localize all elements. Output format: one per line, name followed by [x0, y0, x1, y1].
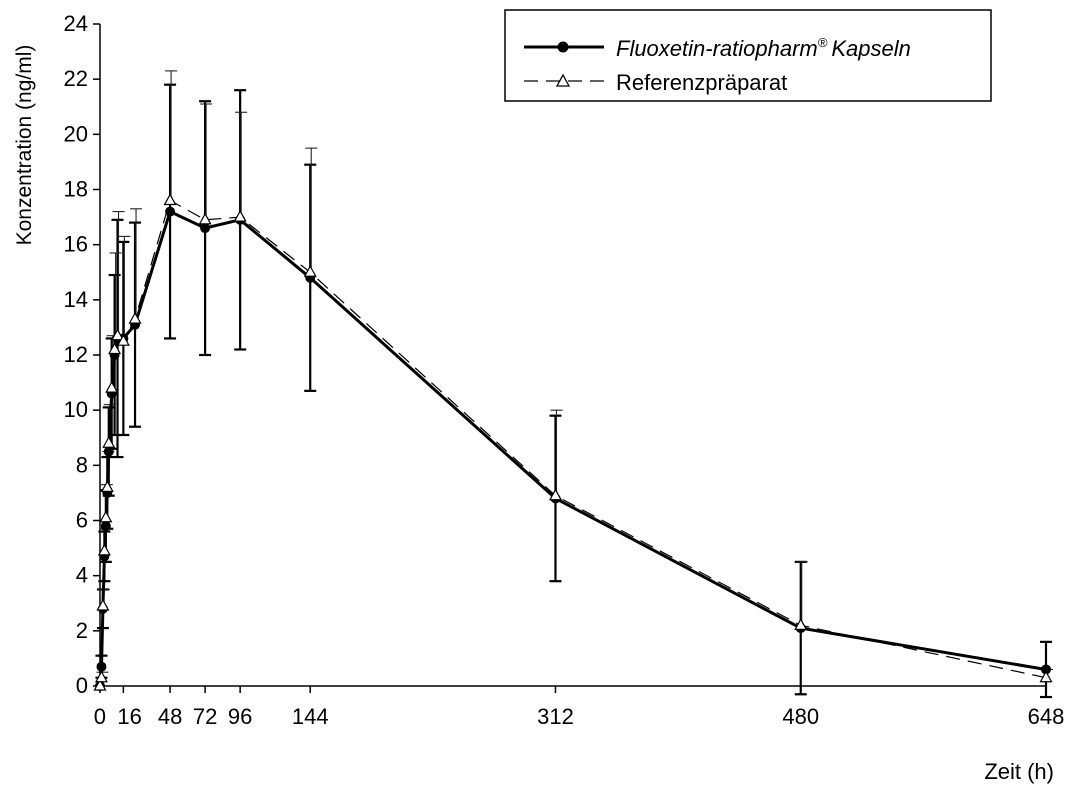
data-point-series-2 [794, 618, 808, 630]
x-tick-label: 144 [292, 704, 329, 729]
data-point-series-2 [303, 265, 317, 277]
data-point-series-2 [1039, 670, 1053, 683]
x-tick-label: 72 [193, 704, 217, 729]
legend-marker-series-2 [555, 73, 571, 87]
series-lines [98, 199, 1047, 687]
y-tick-label: 12 [64, 342, 88, 367]
data-point-series-2 [116, 333, 130, 346]
legend-marker-series-1 [557, 41, 569, 53]
x-tick-label: 48 [158, 704, 182, 729]
data-point-series-2 [94, 670, 108, 683]
legend: Fluoxetin-ratiopharm® Kapseln Referenzprä… [504, 9, 992, 102]
y-tick-label: 14 [64, 287, 88, 312]
x-tick-label: 312 [537, 704, 574, 729]
y-tick-label: 2 [76, 618, 88, 643]
data-point-series-1 [165, 206, 176, 217]
series-line-2 [99, 199, 1047, 687]
data-point-series-2 [102, 436, 116, 448]
x-tick-label: 96 [228, 704, 252, 729]
y-tick-label: 4 [76, 563, 88, 588]
legend-label-series-2: Referenzpräparat [616, 70, 787, 95]
legend-box [504, 9, 992, 102]
series-markers [93, 193, 1053, 691]
data-point-series-1 [200, 223, 211, 234]
x-tick-label: 648 [1028, 704, 1065, 729]
y-tick-label: 22 [64, 66, 88, 91]
y-tick-label: 18 [64, 177, 88, 202]
error-bars [95, 70, 1053, 699]
data-point-series-2 [198, 212, 212, 225]
y-axis-label: Konzentration (ng/ml) [13, 45, 36, 246]
data-point-series-2 [100, 480, 114, 492]
x-axis-label: Zeit (h) [984, 759, 1054, 784]
legend-label-series-1-suffix: Kapseln [831, 36, 911, 61]
data-point-series-2 [99, 510, 113, 523]
y-tick-label: 8 [76, 452, 88, 477]
data-point-series-2 [548, 488, 562, 501]
data-point-series-2 [233, 209, 247, 222]
series-line-1 [98, 209, 1047, 687]
legend-label-series-1: Fluoxetin-ratiopharm® Kapseln [616, 35, 911, 61]
data-point-series-1 [103, 446, 114, 457]
data-point-series-2 [111, 328, 125, 341]
y-tick-label: 24 [64, 11, 88, 36]
axis-labels: Zeit (h) Konzentration (ng/ml) [13, 45, 1054, 784]
x-tick-label: 480 [782, 704, 819, 729]
x-tick-label: 0 [94, 704, 106, 729]
data-point-series-2 [93, 678, 107, 691]
data-point-series-2 [108, 342, 122, 355]
y-tick-label: 6 [76, 508, 88, 533]
data-point-series-2 [128, 311, 142, 324]
x-tick-label: 16 [117, 704, 141, 729]
y-tick-label: 16 [64, 232, 88, 257]
y-tick-label: 0 [76, 673, 88, 698]
y-tick-label: 20 [64, 121, 88, 146]
data-point-series-1 [100, 521, 111, 532]
data-point-series-2 [105, 380, 119, 393]
data-point-series-1 [96, 661, 107, 672]
data-point-series-2 [96, 598, 110, 611]
legend-label-series-1-name: Fluoxetin-ratiopharm [616, 36, 818, 61]
data-point-series-2 [163, 193, 177, 206]
legend-label-registered-mark: ® [818, 35, 828, 50]
data-point-series-2 [97, 543, 111, 556]
y-tick-label: 10 [64, 397, 88, 422]
